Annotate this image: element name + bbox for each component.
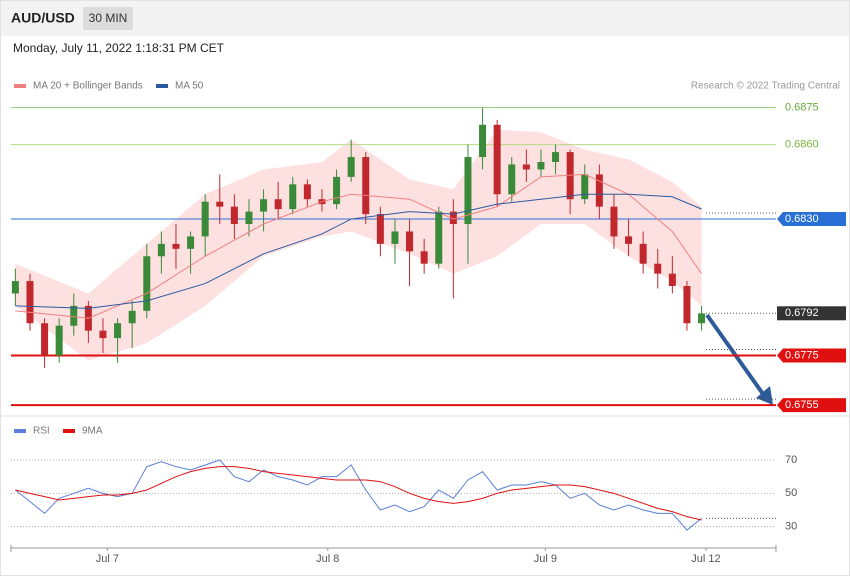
candle-body [391,231,399,244]
candle-body [230,206,238,225]
legend-label: 9MA [82,426,103,437]
candle-body [595,174,603,207]
candle-body [347,157,355,177]
candle-body [654,263,662,274]
level-box [777,212,846,227]
header-bar [1,1,849,36]
candle-body [172,243,180,249]
legend-swatch [63,429,75,433]
candle-body [201,201,209,237]
candle-body [449,211,457,225]
candle-body [625,236,633,244]
candle-body [41,323,49,356]
y-tick-label: 70 [785,454,797,466]
level-box [777,398,846,413]
legend-swatch [14,429,26,433]
legend-swatch [156,84,168,88]
candle-body [610,206,618,237]
x-tick-label: Jul 12 [691,553,720,565]
legend-swatch [14,84,26,88]
x-tick-label: Jul 8 [316,553,339,565]
level-box [777,306,846,321]
candle-body [114,323,122,339]
y-tick-label: 30 [785,521,797,533]
symbol: AUD/USD [11,10,75,26]
x-tick-label: Jul 7 [96,553,119,565]
candle-body [289,184,297,210]
level-label: 0.6830 [785,213,819,225]
legend-label: MA 20 + Bollinger Bands [33,81,143,92]
x-tick-label: Jul 9 [534,553,557,565]
legend-label: RSI [33,426,50,437]
candle-body [683,286,691,324]
candle-body [245,211,253,225]
interval-badge[interactable] [83,7,133,30]
candle-body [420,251,428,264]
level-label: 0.6860 [785,139,819,151]
forecast-arrow-head [756,386,773,405]
candle-body [698,313,706,324]
candle-body [216,201,224,207]
level-label: 0.6755 [785,399,819,411]
candle-body [639,243,647,264]
candle-body [55,325,63,356]
timestamp: Monday, July 11, 2022 1:18:31 PM CET [13,41,225,55]
level-label: 0.6775 [785,349,819,361]
candle-body [157,243,165,257]
series-line [15,173,702,319]
series-line [15,466,702,521]
interval[interactable]: 30 MIN [89,11,128,25]
legend-label: MA 50 [175,81,204,92]
candle-body [70,305,78,326]
candle-body [274,199,282,210]
candle-body [187,236,195,249]
candle-body [406,231,414,252]
candle-body [537,162,545,170]
candle-body [128,310,136,324]
candle-body [362,157,370,215]
bollinger-band [15,129,702,361]
candle-body [143,256,151,311]
candle-body [479,124,487,158]
series-line [15,193,702,309]
candle-body [464,157,472,225]
candle-body [26,281,34,324]
candle-body [435,211,443,264]
candle-body [552,152,560,163]
level-box [777,348,846,363]
candle-body [303,184,311,200]
y-tick-label: 50 [785,487,797,499]
candle-body [260,199,268,212]
candle-body [493,124,501,195]
candle-body [99,330,107,339]
source: Research © 2022 Trading Central [691,81,840,92]
candle-body [508,164,516,195]
level-label: 0.6792 [785,307,819,319]
candle-body [376,214,384,244]
candle-body [522,164,530,170]
candle-body [668,273,676,287]
candle-body [11,281,19,294]
level-label: 0.6875 [785,101,819,113]
candle-body [581,174,589,200]
candle-body [333,176,341,205]
